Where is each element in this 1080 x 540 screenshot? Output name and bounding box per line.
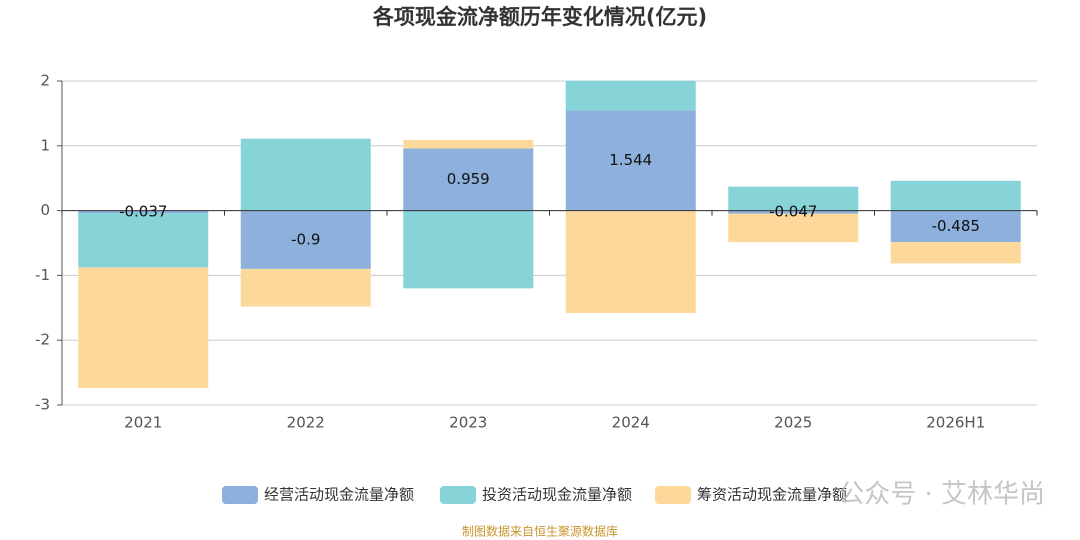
value-label: -0.037 (119, 202, 167, 220)
source: 制图数据来自恒生聚源数据库 (462, 524, 618, 539)
legend-swatch (655, 486, 691, 504)
x-tick-label: 2021 (124, 414, 162, 432)
bar (728, 210, 859, 214)
value-label: -0.047 (769, 203, 817, 221)
bar (565, 210, 696, 313)
x-tick-label: 2025 (774, 414, 812, 432)
y-tick-label: 1 (40, 136, 50, 154)
bar (890, 210, 1021, 243)
bar (403, 140, 534, 149)
x-tick-label: 2026H1 (926, 414, 985, 432)
x-tick-label: 2024 (612, 414, 650, 432)
legend-label: 经营活动现金流量净额 (264, 486, 414, 504)
bar (78, 212, 209, 268)
y-tick-label: 0 (40, 201, 50, 219)
bar (565, 110, 696, 211)
bar (728, 213, 859, 243)
bar (403, 210, 534, 289)
y-tick-label: -3 (35, 396, 50, 414)
legend-swatch (440, 486, 476, 504)
x-tick-label: 2022 (287, 414, 325, 432)
bar (78, 210, 209, 213)
bar (240, 210, 371, 269)
bar (240, 268, 371, 307)
y-tick-label: -1 (35, 266, 50, 284)
bar (728, 186, 859, 211)
bar (78, 267, 209, 388)
chart-title: 各项现金流净额历年变化情况(亿元) (372, 5, 707, 29)
legend-swatch (222, 486, 258, 504)
value-label: 0.959 (447, 170, 490, 188)
bar (890, 242, 1021, 264)
y-tick-label: 2 (40, 72, 50, 90)
bar (240, 138, 371, 211)
legend-label: 投资活动现金流量净额 (482, 486, 632, 504)
y-tick-label: -2 (35, 331, 50, 349)
bar (565, 80, 696, 111)
value-label: -0.485 (932, 217, 980, 235)
bar (890, 180, 1021, 211)
watermark: 公众号 · 艾林华尚 (838, 480, 1045, 510)
value-label: 1.544 (609, 151, 652, 169)
value-label: -0.9 (291, 230, 320, 248)
legend-label: 筹资活动现金流量净额 (697, 486, 847, 504)
x-tick-label: 2023 (449, 414, 487, 432)
bar (403, 148, 534, 211)
